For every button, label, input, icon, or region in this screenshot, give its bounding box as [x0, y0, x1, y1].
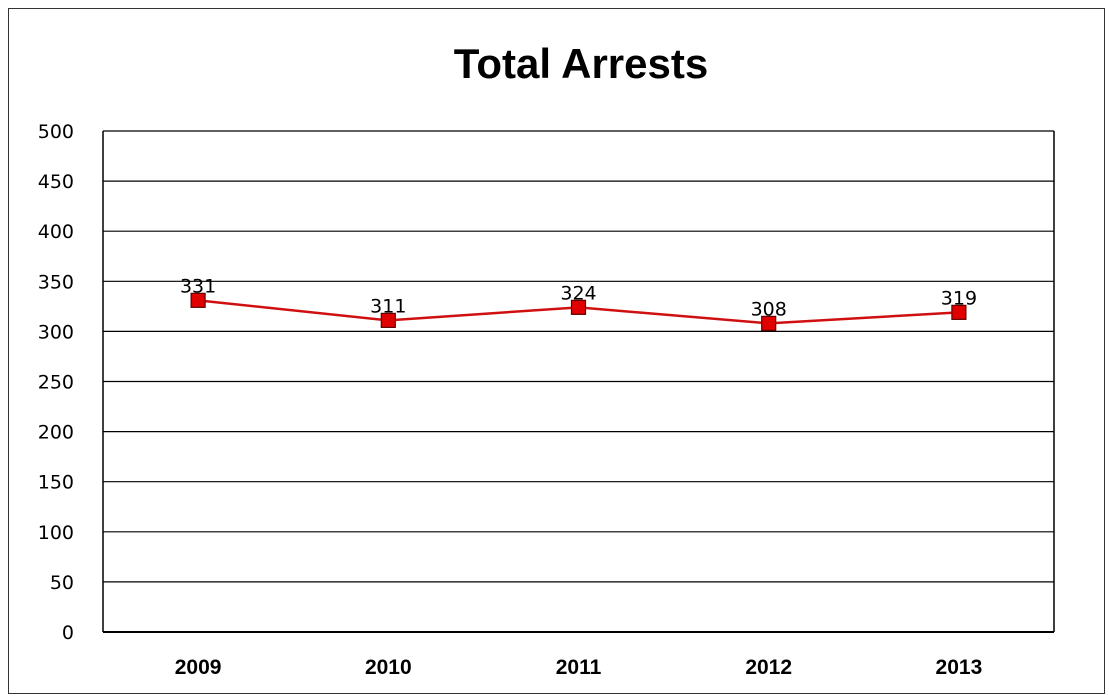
- y-tick-label: 0: [62, 622, 74, 644]
- x-axis-ticks: 2009 2010 2011 2012 2013: [175, 656, 983, 679]
- data-label: 324: [560, 282, 596, 304]
- y-tick-label: 400: [38, 221, 74, 243]
- y-tick-label: 200: [38, 422, 74, 444]
- data-point-marker: [190, 292, 206, 308]
- y-tick-label: 450: [38, 171, 74, 193]
- data-labels: 331 311 324 308 319: [180, 275, 977, 320]
- data-point-marker: [951, 304, 967, 320]
- y-axis-ticks: 0 50 100 150 200 250 300 350 400 450 500: [38, 121, 74, 644]
- data-label: 308: [751, 298, 787, 320]
- y-tick-label: 50: [50, 572, 74, 594]
- data-label: 311: [370, 295, 406, 317]
- y-tick-label: 500: [38, 121, 74, 143]
- data-label: 319: [941, 287, 977, 309]
- data-point-marker: [380, 312, 396, 328]
- y-tick-label: 150: [38, 472, 74, 494]
- series-arrests: [190, 292, 967, 331]
- y-tick-label: 350: [38, 271, 74, 293]
- x-tick-label: 2012: [745, 656, 792, 679]
- grid-lines: [102, 130, 1055, 633]
- data-label: 331: [180, 275, 216, 297]
- x-tick-label: 2010: [365, 656, 412, 679]
- chart-frame: [8, 8, 1105, 694]
- y-tick-label: 300: [38, 321, 74, 343]
- chart-title: Total Arrests: [454, 40, 708, 87]
- x-tick-label: 2011: [556, 656, 602, 679]
- data-point-marker: [761, 315, 777, 331]
- y-tick-label: 250: [38, 372, 74, 394]
- y-tick-label: 100: [38, 522, 74, 544]
- x-tick-label: 2009: [175, 656, 222, 679]
- data-point-marker: [570, 299, 587, 315]
- x-tick-label: 2013: [936, 656, 983, 679]
